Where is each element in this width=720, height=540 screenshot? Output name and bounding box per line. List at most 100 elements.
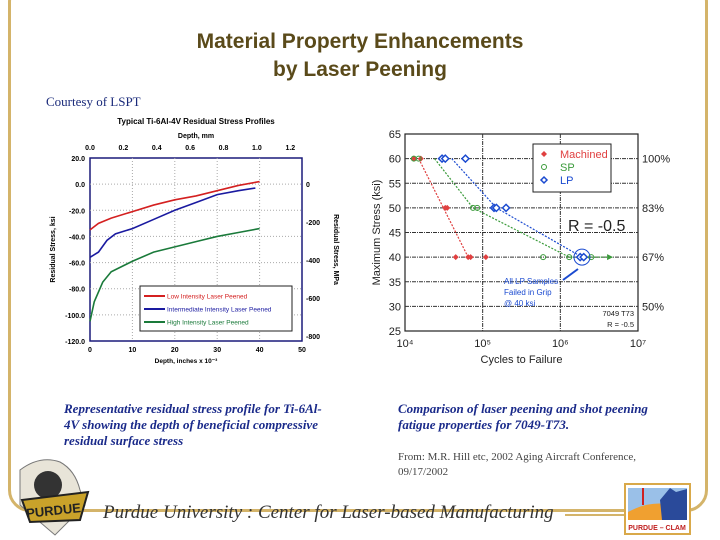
y-tick-label: 35: [389, 277, 401, 289]
y-tick-label: 30: [389, 301, 401, 313]
data-point: [566, 254, 573, 261]
data-point: [452, 254, 459, 261]
data-point: [415, 155, 422, 162]
title-line-1: Material Property Enhancements: [196, 30, 524, 53]
caption-right: Comparison of laser peening and shot pee…: [398, 401, 648, 432]
y2-tick-label: 83%: [642, 203, 664, 215]
x2-tick-label: 1.0: [252, 145, 262, 152]
y-axis-label: Maximum Stress (ksi): [371, 180, 383, 286]
data-point: [467, 254, 474, 261]
highlight-circle: [573, 248, 591, 266]
x2-tick-label: 0.4: [152, 145, 162, 152]
trend-line-sp: [434, 158, 570, 258]
data-point: [588, 254, 595, 261]
x2-tick-label: 0.8: [219, 145, 229, 152]
y2-tick-label: 0: [306, 182, 310, 189]
trend-line-machined: [418, 158, 469, 258]
runout-arrow: [607, 254, 614, 261]
legend: [139, 285, 293, 332]
source-line-1: From: M.R. Hill etc, 2002 Aging Aircraft…: [398, 451, 636, 463]
x-tick-label: 30: [213, 347, 221, 354]
y-tick-label: 50: [389, 203, 401, 215]
y-tick-label: -20.0: [69, 208, 85, 215]
footer-text: Purdue University : Center for Laser-bas…: [103, 502, 554, 523]
data-point: [501, 203, 511, 213]
caption-left: Representative residual stress profile f…: [64, 401, 322, 448]
y2-tick-label: 50%: [642, 301, 664, 313]
legend-marker: [541, 151, 547, 157]
legend-marker: [541, 164, 547, 170]
legend-label: Intermediate Intensity Laser Peened: [167, 307, 272, 314]
data-point: [474, 204, 481, 211]
x-tick-label: 0: [88, 347, 92, 354]
y2-tick-label: 67%: [642, 252, 664, 264]
x2-tick-label: 0.0: [85, 145, 95, 152]
annotation-arrow: [562, 268, 579, 281]
material-r-label: R = -0.5: [607, 320, 634, 329]
x-tick-label: 20: [171, 347, 179, 354]
x2-tick-label: 1.2: [285, 145, 295, 152]
y-tick-label: -80.0: [69, 287, 85, 294]
x-tick-label: 10⁶: [552, 338, 569, 350]
y-tick-label: -40.0: [69, 234, 85, 241]
data-point: [540, 254, 547, 261]
y2-tick-label: -600: [306, 296, 320, 303]
data-point: [460, 154, 470, 164]
y2-axis-label: Residual Stress, MPa: [332, 214, 339, 285]
trend-line-lp: [451, 158, 583, 258]
residual-stress-chart: Typical Ti-6Al-4V Residual Stress Profil…: [50, 117, 339, 365]
y-tick-label: 0.0: [75, 182, 85, 189]
y2-tick-label: 100%: [642, 154, 670, 166]
svg-text:PURDUE – CLAM: PURDUE – CLAM: [628, 525, 686, 532]
purdue-logo: PURDUE: [19, 459, 90, 536]
x-tick-label: 10: [129, 347, 137, 354]
x-tick-label: 10⁴: [397, 338, 414, 350]
y-tick-label: 25: [389, 326, 401, 338]
x2-axis-label: Depth, mm: [178, 133, 214, 140]
x2-tick-label: 0.6: [185, 145, 195, 152]
legend-label: Low Intensity Laser Peened: [167, 294, 248, 301]
x-axis-label: Depth, inches x 10⁻³: [155, 358, 219, 365]
legend-label: SP: [560, 162, 575, 174]
legend-label: LP: [560, 175, 573, 187]
y-tick-label: 60: [389, 154, 401, 166]
slide-title: Material Property Enhancements by Laser …: [0, 28, 720, 84]
svg-text:PURDUE: PURDUE: [25, 500, 81, 521]
y-tick-label: 20.0: [71, 156, 85, 163]
y-tick-label: -100.0: [65, 313, 85, 320]
source-citation: From: M.R. Hill etc, 2002 Aging Aircraft…: [398, 450, 688, 480]
y-tick-label: 55: [389, 178, 401, 190]
legend-label: Machined: [560, 149, 608, 161]
x-tick-label: 10⁵: [474, 338, 491, 350]
series-line-0: [89, 180, 260, 231]
data-point: [469, 204, 476, 211]
y-tick-label: 45: [389, 228, 401, 240]
series-line-1: [89, 187, 256, 259]
legend-marker: [539, 175, 549, 185]
courtesy-text: Courtesy of LSPT: [46, 94, 141, 109]
slide-frame: [8, 0, 708, 512]
x-axis-label: Cycles to Failure: [481, 354, 563, 366]
data-point: [579, 252, 589, 262]
y-tick-label: 65: [389, 129, 401, 141]
data-point: [440, 154, 450, 164]
chart-title: Typical Ti-6Al-4V Residual Stress Profil…: [117, 117, 275, 126]
y-tick-label: -120.0: [65, 339, 85, 346]
annotation-text: All LP Samples: [504, 277, 558, 286]
y2-tick-label: -800: [306, 334, 320, 341]
title-line-2: by Laser Peening: [273, 58, 447, 81]
y2-tick-label: -400: [306, 258, 320, 265]
x-tick-label: 50: [298, 347, 306, 354]
annotation-text: @ 40 ksi: [504, 299, 535, 308]
y-tick-label: 40: [389, 252, 401, 264]
annotation-text: Failed in Grip: [504, 288, 552, 297]
data-point: [491, 203, 501, 213]
legend-label: High Intensity Laser Peened: [167, 320, 249, 327]
y-tick-label: -60.0: [69, 261, 85, 268]
clam-logo: PURDUE – CLAM: [624, 483, 691, 535]
data-point: [444, 204, 451, 211]
y-axis-label: Residual Stress, ksi: [50, 216, 57, 282]
series-line-2: [89, 227, 260, 322]
material-label: 7049 T73: [602, 309, 634, 318]
